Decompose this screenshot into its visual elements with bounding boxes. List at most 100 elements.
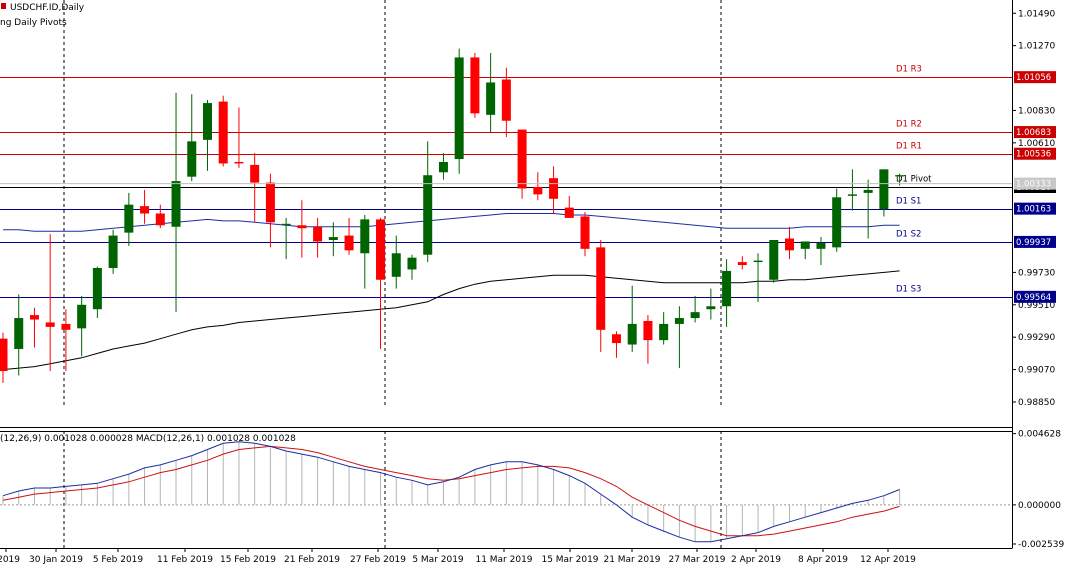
candle-body <box>155 213 165 226</box>
pivot-label: D1 S1 <box>896 197 921 207</box>
time-tick-label: 5 Feb 2019 <box>93 555 144 565</box>
pivot-label: D1 R1 <box>896 142 922 152</box>
current-price-tag <box>1014 177 1056 190</box>
candle-body <box>674 318 684 324</box>
pivot-price-tag-label: 1.00536 <box>1016 150 1051 160</box>
pivot-price-tag <box>1014 71 1056 84</box>
candle-body <box>171 181 181 227</box>
candle-body <box>265 182 275 223</box>
candle-body <box>832 197 842 248</box>
time-tick-label: 27 Feb 2019 <box>350 555 406 565</box>
candle-body <box>77 304 87 329</box>
candle-body <box>250 164 260 183</box>
period-separators <box>63 0 722 548</box>
candle-body <box>234 161 244 164</box>
macd-panel <box>0 441 1012 543</box>
candle-body <box>407 257 417 270</box>
symbol-icon <box>1 3 6 9</box>
candle-body <box>108 235 118 268</box>
candle-body <box>423 175 433 255</box>
candle-body <box>92 267 102 310</box>
candle-body <box>187 141 197 177</box>
price-tick-label: 0.99510 <box>1018 301 1055 311</box>
candle-body <box>376 219 386 280</box>
price-tick-label: 1.01270 <box>1018 42 1055 52</box>
candle-body <box>611 334 621 344</box>
pivot-price-tag <box>1014 235 1056 248</box>
pivot-label: D1 R2 <box>896 120 922 130</box>
candle-body <box>124 204 134 233</box>
candle-body <box>549 178 559 199</box>
time-tick-label: 27 Mar 2019 <box>668 555 725 565</box>
candle-body <box>140 206 150 214</box>
time-tick-label: 11 Feb 2019 <box>157 555 213 565</box>
pivot-label: D1 Pivot <box>896 175 932 185</box>
candle-body <box>879 169 889 210</box>
candle-body <box>816 242 826 249</box>
candle-body <box>281 223 291 226</box>
candle-body <box>218 101 228 164</box>
candle-body <box>580 216 590 249</box>
current-price-tag-label: 1.00333 <box>1016 180 1051 190</box>
candle-body <box>297 225 307 229</box>
candle-body <box>847 194 857 196</box>
chart-frame <box>0 0 1013 549</box>
candle-body <box>659 323 669 341</box>
pivot-label: D1 S3 <box>896 285 921 295</box>
price-tick-label: 0.99730 <box>1018 268 1055 278</box>
candle-body <box>533 186 543 195</box>
pivot-price-tag <box>1014 290 1056 303</box>
ma-long-line <box>2 270 900 371</box>
candle-body <box>486 82 496 115</box>
candle-body <box>45 322 55 327</box>
candle-body <box>61 323 71 330</box>
candle-body <box>769 240 779 280</box>
time-tick-label: 12 Apr 2019 <box>860 555 916 565</box>
candle-body <box>785 238 794 251</box>
time-tick-label: 2 Apr 2019 <box>731 555 781 565</box>
price-tick-label: 0.99290 <box>1018 333 1055 343</box>
candle-body <box>722 270 732 307</box>
time-tick-label: 15 Mar 2019 <box>541 555 598 565</box>
pivot-price-tag <box>1014 147 1056 160</box>
macd-tick-label: 0.000000 <box>1018 501 1061 511</box>
candle-body <box>627 323 637 345</box>
candle-body <box>0 338 8 372</box>
time-tick-label: 21 Mar 2019 <box>603 555 660 565</box>
ma-short-line <box>3 213 900 232</box>
price-tick-label: 1.00610 <box>1018 139 1055 149</box>
time-tick-label: 8 Apr 2019 <box>798 555 848 565</box>
candle-body <box>29 315 39 320</box>
time-tick-label: 21 Feb 2019 <box>284 555 340 565</box>
pivot-label: D1 S2 <box>896 230 921 240</box>
time-axis: 2019 30 Jan 2019 5 Feb 2019 11 Feb 2019 15 F… <box>0 548 916 565</box>
candle-body <box>800 241 810 249</box>
time-tick-label: 30 Jan 2019 <box>29 555 83 565</box>
pivot-price-tag-label: 1.00163 <box>1016 205 1051 215</box>
time-tick-label: 2019 <box>0 555 20 565</box>
macd-tick-label: -0.002539 <box>1018 540 1064 550</box>
candle-body <box>895 175 905 177</box>
price-tick-label: 0.98850 <box>1018 398 1055 408</box>
candle-body <box>753 260 763 263</box>
pivot-price-tag <box>1014 126 1056 139</box>
time-tick-label: 5 Mar 2019 <box>412 555 464 565</box>
price-tick-label: 0.99070 <box>1018 366 1055 376</box>
candle-body <box>360 219 370 254</box>
candle-body <box>564 207 574 218</box>
pivot-lines: D1 R3 D1 R2 D1 R1 D1 Pivot D1 S1 D1 S2 D1 S3 <box>0 65 1012 298</box>
candle-body <box>202 103 212 140</box>
pivot-price-tag <box>1014 202 1056 215</box>
candle-body <box>328 237 338 241</box>
macd-tick-label: 0.004628 <box>1018 430 1061 440</box>
candle-body <box>596 247 606 330</box>
candle-body <box>690 312 700 319</box>
pivot-price-tag-label: 0.99564 <box>1016 293 1051 303</box>
pivot-label: D1 R3 <box>896 65 922 75</box>
price-axis: 1.01490 1.01270 1.00830 1.00610 0.99730 0.995… <box>0 9 1064 550</box>
moving-averages <box>2 213 900 371</box>
candle-body <box>454 57 464 160</box>
candle-body <box>470 57 480 114</box>
candle-body <box>517 129 527 189</box>
